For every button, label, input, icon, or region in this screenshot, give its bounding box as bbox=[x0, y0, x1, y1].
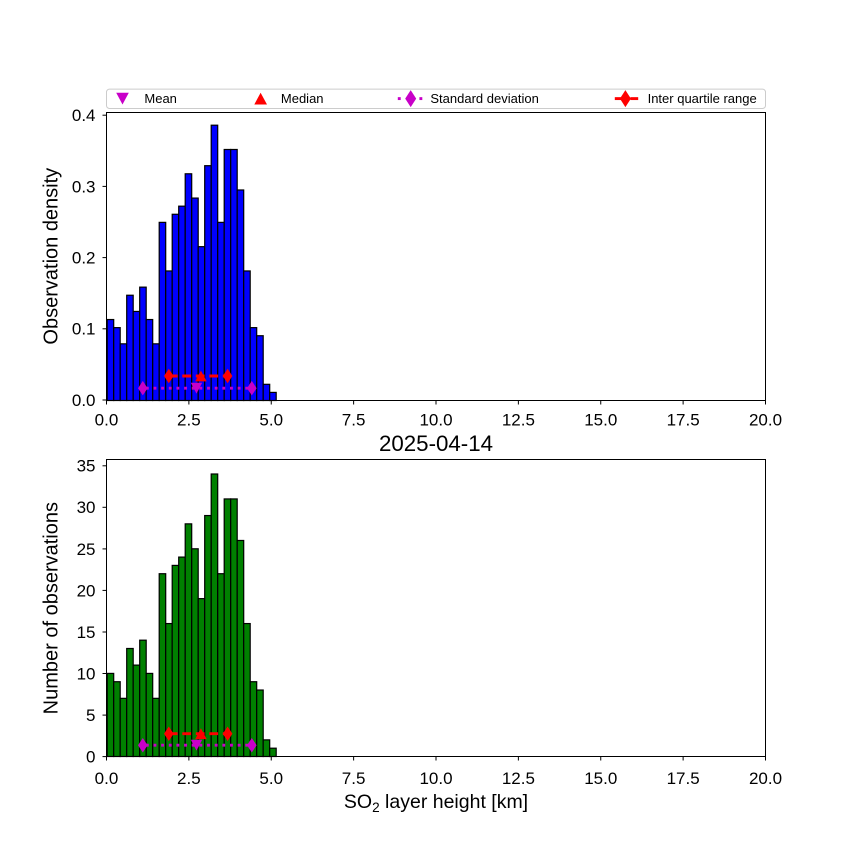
svg-text:0.4: 0.4 bbox=[72, 106, 96, 125]
svg-text:10: 10 bbox=[77, 664, 96, 683]
svg-text:10.0: 10.0 bbox=[419, 410, 452, 429]
svg-text:20.0: 20.0 bbox=[749, 410, 782, 429]
svg-text:15.0: 15.0 bbox=[584, 410, 617, 429]
svg-text:20: 20 bbox=[77, 581, 96, 600]
svg-text:0.2: 0.2 bbox=[72, 249, 96, 268]
svg-text:20.0: 20.0 bbox=[749, 769, 782, 788]
svg-text:0.0: 0.0 bbox=[95, 410, 119, 429]
svg-text:Mean: Mean bbox=[144, 91, 177, 106]
svg-text:Standard deviation: Standard deviation bbox=[430, 91, 538, 106]
svg-text:2025-04-14: 2025-04-14 bbox=[379, 431, 493, 456]
svg-text:Inter quartile range: Inter quartile range bbox=[648, 91, 757, 106]
svg-text:2.5: 2.5 bbox=[177, 410, 201, 429]
svg-text:Number of observations: Number of observations bbox=[41, 502, 63, 714]
svg-text:0.1: 0.1 bbox=[72, 320, 96, 339]
svg-text:5.0: 5.0 bbox=[259, 410, 283, 429]
svg-text:17.5: 17.5 bbox=[667, 769, 700, 788]
svg-text:0.3: 0.3 bbox=[72, 177, 96, 196]
svg-text:15: 15 bbox=[77, 623, 96, 642]
svg-text:35: 35 bbox=[77, 457, 96, 476]
svg-text:25: 25 bbox=[77, 540, 96, 559]
svg-text:15.0: 15.0 bbox=[584, 769, 617, 788]
svg-text:10.0: 10.0 bbox=[419, 769, 452, 788]
svg-text:2.5: 2.5 bbox=[177, 769, 201, 788]
svg-text:7.5: 7.5 bbox=[342, 410, 366, 429]
svg-text:30: 30 bbox=[77, 498, 96, 517]
svg-text:7.5: 7.5 bbox=[342, 769, 366, 788]
svg-text:5: 5 bbox=[86, 706, 95, 725]
svg-text:0.0: 0.0 bbox=[95, 769, 119, 788]
svg-text:Median: Median bbox=[281, 91, 324, 106]
svg-text:0: 0 bbox=[86, 748, 95, 767]
svg-text:17.5: 17.5 bbox=[667, 410, 700, 429]
svg-text:12.5: 12.5 bbox=[502, 410, 535, 429]
svg-text:12.5: 12.5 bbox=[502, 769, 535, 788]
svg-text:0.0: 0.0 bbox=[72, 391, 96, 410]
svg-text:5.0: 5.0 bbox=[259, 769, 283, 788]
svg-text:Observation density: Observation density bbox=[41, 168, 63, 345]
svg-text:SO2 layer height [km]: SO2 layer height [km] bbox=[344, 791, 528, 815]
